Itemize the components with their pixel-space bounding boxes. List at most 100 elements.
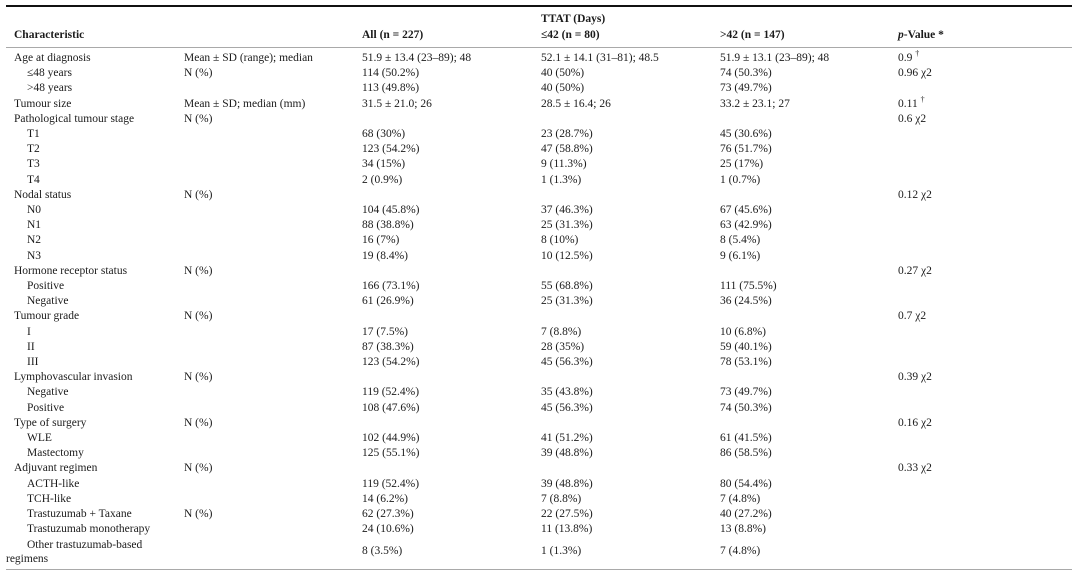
row-measure <box>184 401 362 416</box>
row-label: Pathological tumour stage <box>14 112 135 125</box>
row-measure: N (%) <box>184 188 213 201</box>
table-row: Mastectomy 125 (55.1%) 39 (48.8%) 86 (58.5%… <box>6 446 1072 461</box>
cell-ttat-le42: 55 (68.8%) <box>541 280 593 293</box>
cell-ttat-gt42: 7 (4.8%) <box>720 545 761 558</box>
cell-all: 123 (54.2%) <box>362 143 420 156</box>
cell-pvalue <box>898 492 1072 507</box>
row-measure: Mean ± SD (range); median <box>184 52 313 64</box>
cell-ttat-le42: 25 (31.3%) <box>541 295 593 308</box>
cell-pvalue: 0.11 † <box>898 94 925 110</box>
row-measure <box>184 325 362 340</box>
cell-ttat-le42 <box>541 461 720 476</box>
cell-ttat-le42 <box>541 416 720 431</box>
cell-all: 62 (27.3%) <box>362 508 414 521</box>
cell-all: 87 (38.3%) <box>362 340 414 353</box>
row-measure <box>184 127 362 142</box>
row-measure: N (%) <box>184 310 213 323</box>
table-row: Adjuvant regimen N (%) 0.33 χ2 <box>6 461 1072 476</box>
cell-all: 68 (30%) <box>362 128 406 141</box>
table-row: T2 123 (54.2%) 47 (58.8%) 76 (51.7%) <box>6 142 1072 157</box>
table-row: Tumour grade N (%) 0.7 χ2 <box>6 309 1072 324</box>
cell-all <box>362 416 541 431</box>
cell-all: 19 (8.4%) <box>362 249 408 262</box>
row-label: T4 <box>27 173 40 186</box>
cell-pvalue <box>898 340 1072 355</box>
table-row: Lymphovascular invasion N (%) 0.39 χ2 <box>6 370 1072 385</box>
cell-pvalue <box>898 507 1072 522</box>
cell-ttat-gt42: 78 (53.1%) <box>720 356 772 369</box>
cell-ttat-le42: 35 (43.8%) <box>541 386 593 399</box>
row-measure <box>184 538 362 569</box>
cell-ttat-le42: 28.5 ± 16.4; 26 <box>541 97 611 110</box>
cell-ttat-le42: 41 (51.2%) <box>541 432 593 445</box>
row-label: ≤48 years <box>27 67 72 80</box>
cell-ttat-gt42: 59 (40.1%) <box>720 340 772 353</box>
cell-pvalue <box>898 157 1072 172</box>
cell-pvalue: 0.7 χ2 <box>898 310 927 323</box>
table-row: Trastuzumab + Taxane N (%) 62 (27.3%) 22 (2… <box>6 507 1072 522</box>
cell-pvalue: 0.33 χ2 <box>898 462 932 475</box>
row-measure <box>184 355 362 370</box>
row-label: Adjuvant regimen <box>14 462 98 475</box>
cell-all: 24 (10.6%) <box>362 523 414 536</box>
cell-ttat-le42: 22 (27.5%) <box>541 508 593 521</box>
row-measure <box>184 385 362 400</box>
cell-ttat-le42: 40 (50%) <box>541 82 585 95</box>
cell-all: 104 (45.8%) <box>362 204 420 217</box>
cell-ttat-le42: 28 (35%) <box>541 340 585 353</box>
cell-ttat-gt42: 86 (58.5%) <box>720 447 772 460</box>
row-label: Other trastuzumab-based regimens <box>6 538 143 565</box>
cell-all: 125 (55.1%) <box>362 447 420 460</box>
row-measure: N (%) <box>184 371 213 384</box>
dagger-marker: † <box>915 49 920 59</box>
row-measure: N (%) <box>184 112 213 125</box>
table-row: T4 2 (0.9%) 1 (1.3%) 1 (0.7%) <box>6 173 1072 188</box>
table-row: ≤48 years N (%) 114 (50.2%) 40 (50%) 74 (50.… <box>6 66 1072 81</box>
row-label: II <box>27 340 35 353</box>
cell-all: 2 (0.9%) <box>362 173 403 186</box>
column-all: All (n = 227) <box>362 27 541 48</box>
cell-ttat-le42: 45 (56.3%) <box>541 401 593 414</box>
row-measure: N (%) <box>184 508 213 521</box>
cell-pvalue: 0.6 χ2 <box>898 112 927 125</box>
cell-all: 119 (52.4%) <box>362 477 420 490</box>
cell-pvalue <box>898 477 1072 492</box>
row-label: Nodal status <box>14 188 72 201</box>
cell-ttat-le42: 47 (58.8%) <box>541 143 593 156</box>
row-label: Positive <box>27 401 65 414</box>
cell-ttat-gt42: 76 (51.7%) <box>720 143 772 156</box>
cell-ttat-le42 <box>541 309 720 324</box>
row-label: I <box>27 325 31 338</box>
table-row: T3 34 (15%) 9 (11.3%) 25 (17%) <box>6 157 1072 172</box>
cell-ttat-le42 <box>541 370 720 385</box>
cell-ttat-gt42: 13 (8.8%) <box>720 523 766 536</box>
row-measure <box>184 157 362 172</box>
cell-all <box>362 461 541 476</box>
row-label: Negative <box>27 386 69 399</box>
cell-all: 102 (44.9%) <box>362 432 420 445</box>
row-measure <box>184 340 362 355</box>
cell-ttat-le42: 40 (50%) <box>541 67 585 80</box>
cell-ttat-le42: 11 (13.8%) <box>541 523 593 536</box>
table-row: T1 68 (30%) 23 (28.7%) 45 (30.6%) <box>6 127 1072 142</box>
row-measure: N (%) <box>184 67 213 80</box>
row-measure <box>184 218 362 233</box>
row-measure <box>184 142 362 157</box>
cell-all: 51.9 ± 13.4 (23–89); 48 <box>362 52 472 64</box>
cell-ttat-gt42: 25 (17%) <box>720 158 764 171</box>
pvalue-rest: -Value * <box>903 29 944 41</box>
cell-ttat-le42: 25 (31.3%) <box>541 219 593 232</box>
cell-ttat-gt42: 45 (30.6%) <box>720 128 772 141</box>
table-row: Trastuzumab monotherapy 24 (10.6%) 11 (13.… <box>6 522 1072 537</box>
table-row: ACTH-like 119 (52.4%) 39 (48.8%) 80 (54.4%) <box>6 477 1072 492</box>
cell-ttat-le42 <box>541 264 720 279</box>
cell-ttat-le42: 7 (8.8%) <box>541 325 582 338</box>
row-label: Trastuzumab + Taxane <box>27 508 132 521</box>
cell-ttat-le42: 1 (1.3%) <box>541 545 582 558</box>
cell-all: 14 (6.2%) <box>362 492 408 505</box>
table-row: WLE 102 (44.9%) 41 (51.2%) 61 (41.5%) <box>6 431 1072 446</box>
column-group-ttat: TTAT (Days) <box>541 13 606 25</box>
row-label: N2 <box>27 234 42 247</box>
cell-ttat-le42: 45 (56.3%) <box>541 356 593 369</box>
cell-pvalue <box>898 173 1072 188</box>
